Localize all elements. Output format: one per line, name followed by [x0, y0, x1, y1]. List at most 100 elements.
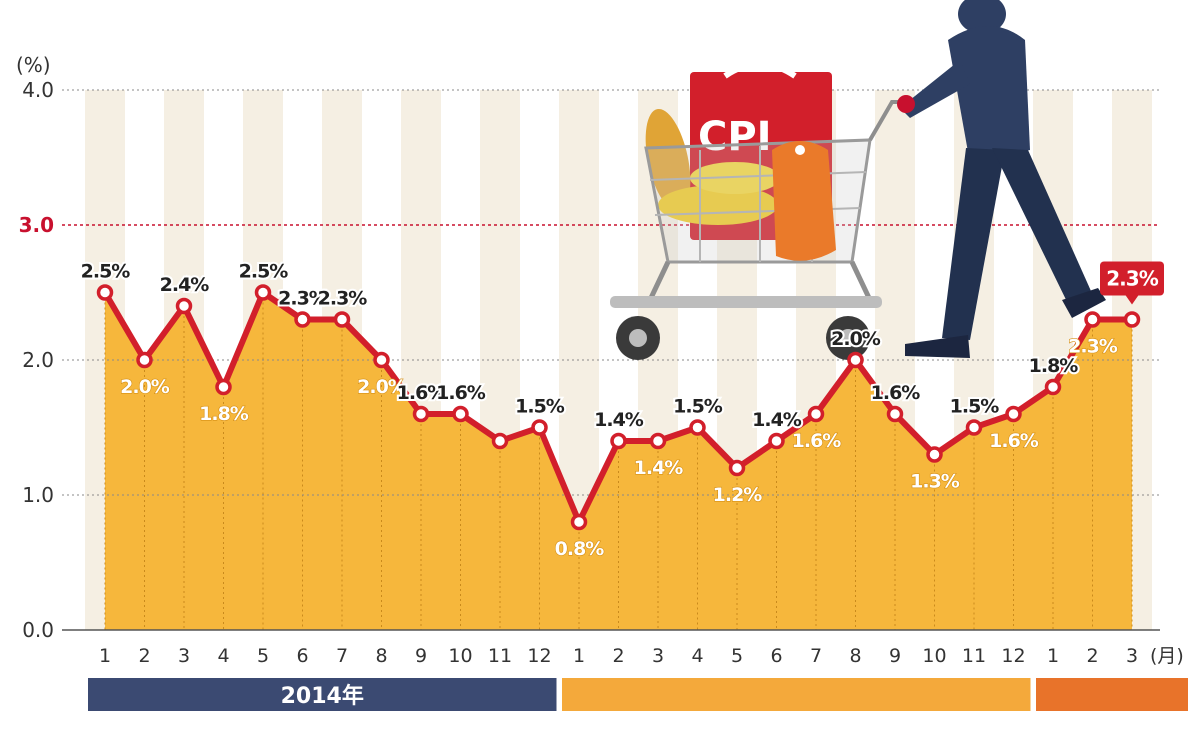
data-point [1044, 378, 1062, 396]
data-point [807, 405, 825, 423]
x-tick-label: 4 [217, 645, 229, 667]
year-bar [1036, 678, 1188, 711]
x-tick-label: 3 [178, 645, 190, 667]
data-label: 2.3% [278, 288, 328, 310]
data-point [1084, 311, 1101, 328]
data-label: 2.3% [1106, 267, 1158, 291]
x-tick-label: 6 [296, 645, 308, 667]
data-point [333, 311, 351, 328]
data-label: 2.3% [318, 288, 368, 310]
data-point [294, 311, 311, 328]
year-bar [88, 678, 557, 711]
x-tick-label: 11 [488, 645, 512, 667]
year-bar [562, 678, 1031, 711]
x-tick-label: 11 [962, 645, 986, 667]
x-tick-label: 5 [731, 645, 743, 667]
markers-layer [96, 284, 1141, 531]
data-label: 1.4% [594, 409, 644, 431]
data-point [452, 405, 469, 423]
data-label: 1.6% [792, 430, 842, 452]
data-label: 1.3% [910, 471, 960, 493]
x-tick-label: 3 [652, 645, 664, 667]
y-tick-label: 2.0 [22, 348, 54, 372]
data-label: 2.5% [239, 261, 289, 283]
x-tick-label: 9 [415, 645, 427, 667]
data-labels-layer: 2.5%2.0%2.4%1.8%2.5%2.3%2.3%2.0%1.6%1.6%… [79, 259, 1164, 561]
callout-badge: 2.3% [1100, 261, 1164, 305]
x-unit-label: (月) [1150, 645, 1184, 667]
data-point [847, 351, 864, 369]
data-label: 2.5% [81, 261, 131, 283]
data-label: 1.2% [713, 484, 763, 506]
data-point [1123, 311, 1141, 328]
data-label: 2.4% [160, 274, 210, 296]
x-tick-label: 2 [138, 645, 150, 667]
x-tick-label: 1 [1047, 645, 1059, 667]
x-tick-label: 9 [889, 645, 901, 667]
data-point [728, 459, 746, 477]
data-point [531, 419, 548, 436]
price-tag-icon [772, 141, 836, 261]
x-tick-label: 4 [691, 645, 703, 667]
data-point [1005, 405, 1022, 423]
y-unit-label: (%) [16, 53, 51, 77]
area-fill-layer [104, 292, 1133, 630]
data-point [254, 284, 272, 301]
y-tick-label: 0.0 [22, 618, 54, 642]
data-label: 1.5% [673, 396, 723, 418]
data-point [96, 284, 114, 301]
data-label: 1.8% [199, 403, 249, 425]
x-tick-label: 12 [527, 645, 551, 667]
data-label: 2.0% [120, 376, 170, 398]
data-point [610, 432, 627, 450]
data-label: 1.4% [752, 409, 802, 431]
y-tick-label: 4.0 [22, 78, 54, 102]
data-label: 1.5% [950, 396, 1000, 418]
data-point [136, 351, 153, 369]
data-point [570, 513, 588, 531]
data-label: 1.6% [397, 382, 447, 404]
data-point [965, 419, 983, 436]
x-tick-label: 2 [612, 645, 624, 667]
data-label: 1.6% [989, 430, 1039, 452]
x-tick-label: 8 [849, 645, 861, 667]
data-point [491, 432, 509, 450]
data-point [215, 378, 232, 396]
x-tick-label: 1 [99, 645, 111, 667]
data-point [175, 297, 193, 315]
x-tick-label: 1 [573, 645, 585, 667]
x-tick-label: 5 [257, 645, 269, 667]
groceries-icon [645, 108, 780, 225]
data-point [886, 405, 904, 423]
data-point [373, 351, 390, 369]
shopper-silhouette-icon [897, 0, 1106, 358]
axes-layer: (%) (月) 4.03.02.01.00.01 2 3 4 5 6 7 8 9 10 11 12 1 2… [16, 53, 1184, 667]
data-point [412, 405, 430, 423]
x-tick-label: 10 [922, 645, 946, 667]
y-tick-label: 1.0 [22, 483, 54, 507]
data-label: 1.4% [634, 457, 684, 479]
x-tick-label: 7 [810, 645, 822, 667]
x-tick-label: 3 [1126, 645, 1138, 667]
callout-pointer [1125, 294, 1139, 305]
callout-background [1100, 261, 1164, 296]
y-tick-label: 3.0 [19, 213, 54, 237]
data-label: 1.6% [871, 382, 921, 404]
data-point [649, 432, 667, 450]
year-label: 2014年 [281, 683, 364, 709]
x-tick-label: 10 [448, 645, 472, 667]
x-tick-label: 12 [1001, 645, 1025, 667]
data-point [689, 419, 706, 436]
x-tick-label: 2 [1086, 645, 1098, 667]
x-tick-label: 8 [375, 645, 387, 667]
illustration: CPI [610, 0, 1106, 360]
x-tick-label: 7 [336, 645, 348, 667]
data-label: 2.3% [1068, 336, 1118, 358]
data-label: 0.8% [555, 538, 605, 560]
x-tick-label: 6 [770, 645, 782, 667]
data-point [926, 446, 943, 463]
data-point [768, 432, 785, 450]
data-label: 2.0% [831, 328, 881, 350]
data-label: 1.5% [515, 396, 565, 418]
